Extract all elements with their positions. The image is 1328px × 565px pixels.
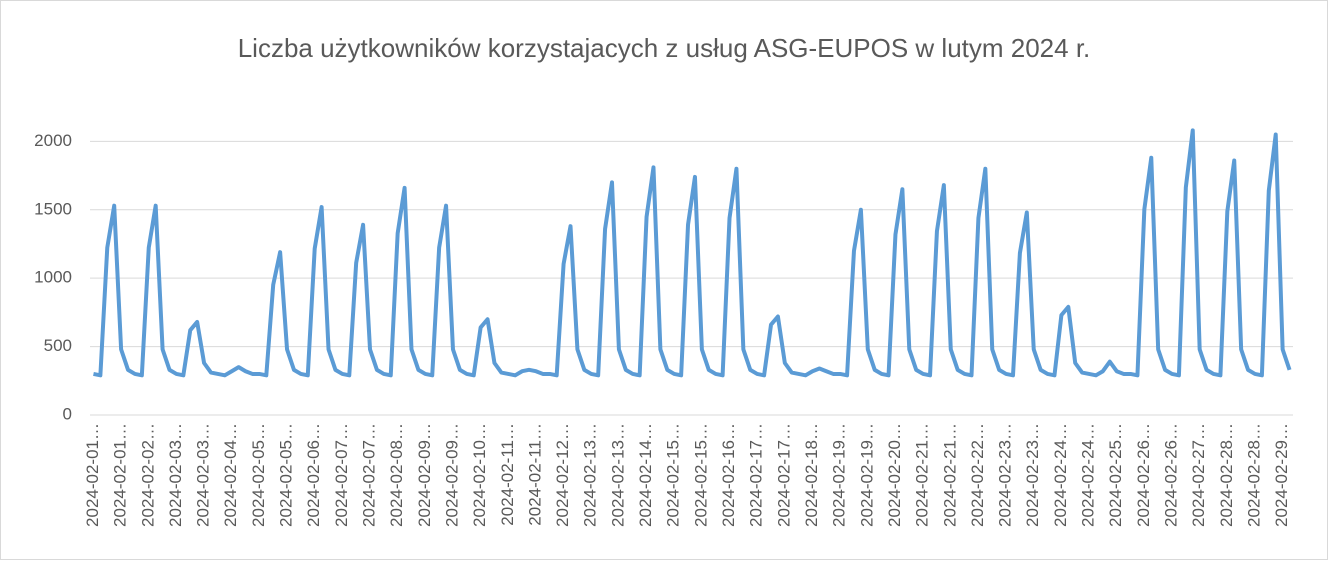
x-tick-label: 2024-02-29… — [1272, 423, 1291, 527]
x-tick-label: 2024-02-01… — [83, 423, 102, 527]
y-tick-label: 1500 — [34, 199, 72, 218]
data-line — [93, 128, 1292, 378]
x-tick-label: 2024-02-05… — [277, 423, 296, 527]
x-tick-label: 2024-02-19… — [857, 423, 876, 527]
x-tick-label: 2024-02-13… — [608, 423, 627, 527]
y-tick-label: 0 — [63, 404, 72, 423]
x-tick-label: 2024-02-09… — [442, 423, 461, 527]
x-tick-label: 2024-02-06… — [304, 423, 323, 527]
x-tick-label: 2024-02-24… — [1051, 423, 1070, 527]
x-tick-label: 2024-02-25… — [1106, 423, 1125, 527]
x-tick-label: 2024-02-11… — [498, 423, 517, 526]
y-tick-label: 2000 — [34, 131, 72, 150]
x-tick-label: 2024-02-17… — [774, 423, 793, 527]
x-tick-label: 2024-02-19… — [830, 423, 849, 527]
x-tick-label: 2024-02-02… — [138, 423, 157, 527]
x-tick-label: 2024-02-16… — [719, 423, 738, 527]
x-tick-label: 2024-02-09… — [415, 423, 434, 527]
chart-title: Liczba użytkowników korzystajacych z usł… — [238, 33, 1091, 63]
x-tick-label: 2024-02-07… — [359, 423, 378, 527]
y-tick-label: 1000 — [34, 268, 72, 287]
y-tick-label: 500 — [44, 336, 72, 355]
x-tick-label: 2024-02-21… — [913, 423, 932, 527]
x-tick-label: 2024-02-20… — [885, 423, 904, 527]
x-tick-label: 2024-02-21… — [940, 423, 959, 527]
x-tick-label: 2024-02-04… — [221, 423, 240, 527]
x-tick-label: 2024-02-08… — [387, 423, 406, 527]
x-tick-label: 2024-02-10… — [470, 423, 489, 527]
x-tick-label: 2024-02-26… — [1134, 423, 1153, 527]
x-tick-label: 2024-02-15… — [691, 423, 710, 527]
x-tick-label: 2024-02-05… — [249, 423, 268, 527]
x-tick-label: 2024-02-27… — [1189, 423, 1208, 527]
x-tick-label: 2024-02-26… — [1161, 423, 1180, 527]
x-tick-label: 2024-02-18… — [802, 423, 821, 527]
x-tick-label: 2024-02-23… — [1023, 423, 1042, 527]
x-tick-label: 2024-02-01… — [111, 423, 130, 527]
x-tick-label: 2024-02-07… — [332, 423, 351, 527]
x-tick-label: 2024-02-28… — [1244, 423, 1263, 527]
x-tick-label: 2024-02-03… — [166, 423, 185, 527]
x-tick-label: 2024-02-23… — [996, 423, 1015, 527]
x-tick-label: 2024-02-03… — [194, 423, 213, 527]
x-tick-label: 2024-02-15… — [664, 423, 683, 527]
x-tick-label: 2024-02-24… — [1079, 423, 1098, 527]
x-tick-label: 2024-02-28… — [1217, 423, 1236, 527]
x-tick-label: 2024-02-17… — [747, 423, 766, 527]
x-tick-label: 2024-02-11… — [525, 423, 544, 526]
x-tick-label: 2024-02-12… — [553, 423, 572, 527]
x-tick-label: 2024-02-14… — [636, 423, 655, 527]
x-tick-label: 2024-02-22… — [968, 423, 987, 527]
x-tick-label: 2024-02-13… — [581, 423, 600, 527]
